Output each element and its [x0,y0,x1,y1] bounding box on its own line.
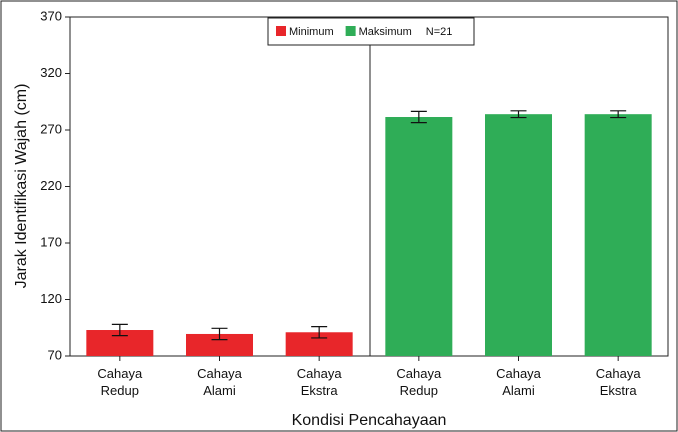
x-tick-label: Cahaya Alami [197,366,243,398]
y-tick-label: 220 [40,178,62,193]
error-bar [610,110,627,119]
x-axis-label: Kondisi Pencahayaan [292,412,447,429]
bar [385,117,453,356]
x-tick-label: Cahaya Redup [396,366,442,398]
bar [285,332,353,356]
y-tick-label: 170 [40,234,62,249]
bar [186,333,253,356]
bar [485,114,552,357]
x-tick-label: Cahaya Ekstra [297,366,343,398]
y-tick-label: 370 [40,8,62,23]
legend-label: Maksimum [359,26,412,38]
x-tick-label: Cahaya Redup [97,366,143,398]
plot-area [69,16,669,357]
annotation: N=21 [426,26,453,38]
error-bar [410,110,427,124]
error-bar [111,323,128,337]
legend-label: Minimum [289,26,334,38]
y-tick-label: 270 [40,121,62,136]
x-tick-label: Cahaya Ekstra [596,366,642,398]
error-bar [510,110,527,119]
legend-box [267,17,475,46]
error-bar [311,326,328,339]
y-axis-label: Jarak Identifikasi Wajah (cm) [13,84,30,289]
error-bar [211,327,228,341]
y-tick-label: 320 [40,65,62,80]
bar [584,114,652,357]
x-tick-label: Cahaya Alami [496,366,542,398]
legend-swatch [345,26,356,36]
y-tick-label: 120 [40,291,62,306]
legend-swatch [276,26,286,36]
y-tick-label: 70 [48,347,62,362]
